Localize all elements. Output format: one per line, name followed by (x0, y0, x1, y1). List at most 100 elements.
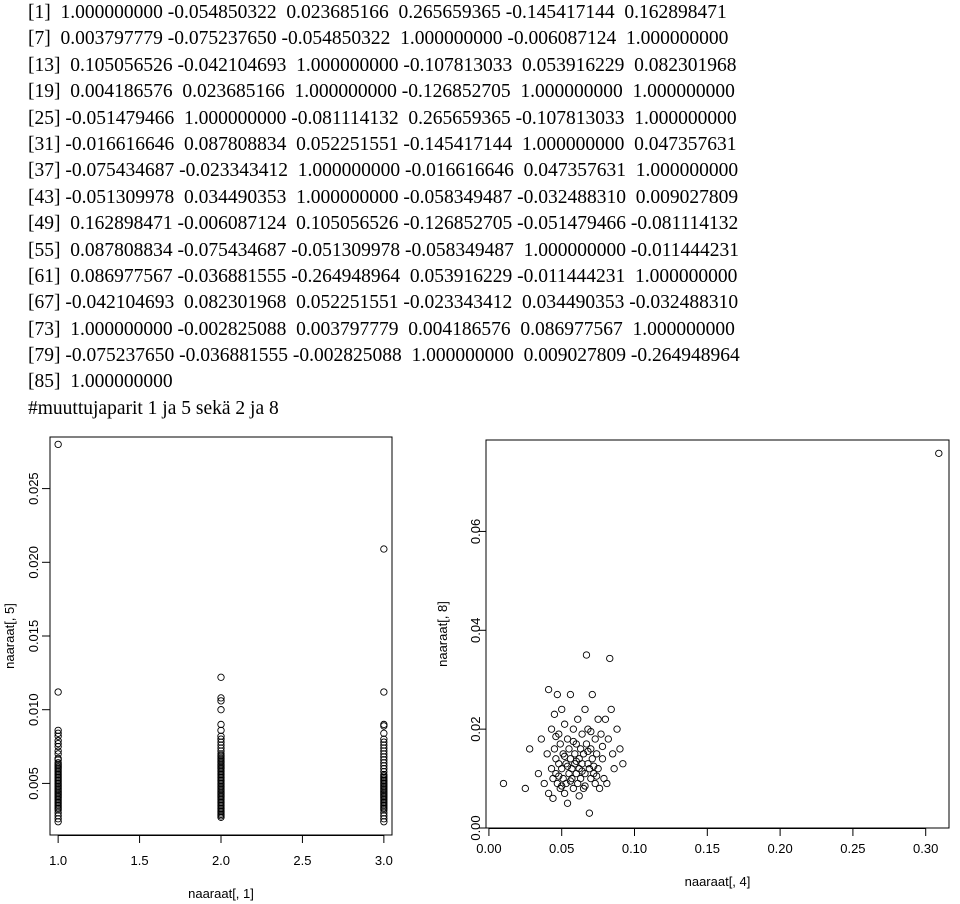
data-point (54, 726, 62, 734)
data-point (217, 813, 225, 821)
data-point (380, 806, 388, 814)
data-point (609, 750, 617, 758)
x-tick-label: 0.30 (913, 841, 938, 856)
y-tick-label: 0.00 (468, 815, 483, 840)
plot-frame (485, 439, 950, 829)
data-point (604, 735, 612, 743)
console-line: [73] 1.000000000 -0.002825088 0.00379777… (28, 318, 735, 340)
data-point (380, 750, 388, 758)
data-point (594, 765, 602, 773)
data-point (547, 765, 556, 773)
data-point (534, 769, 543, 778)
data-point (54, 729, 62, 737)
data-point (380, 720, 388, 729)
data-point (581, 705, 589, 714)
data-point (607, 705, 615, 714)
data-point (585, 809, 594, 817)
data-point (562, 779, 570, 788)
data-point (591, 779, 599, 788)
data-point (593, 772, 601, 780)
x-axis-title: naaraat[, 4] (685, 874, 751, 889)
data-point (54, 747, 62, 755)
data-point (572, 757, 580, 765)
data-point (380, 756, 388, 764)
data-point (217, 738, 225, 746)
data-point (581, 782, 589, 790)
plot-frame (49, 436, 393, 836)
console-line: [85] 1.000000000 (28, 371, 173, 393)
data-point (553, 690, 561, 699)
y-tick-label: 0.06 (468, 519, 483, 544)
data-point (603, 779, 611, 788)
data-point (54, 818, 62, 826)
x-tick-label: 0.25 (840, 841, 865, 856)
x-tick-label: 0.00 (476, 841, 501, 856)
data-point (544, 685, 553, 694)
data-point (565, 745, 573, 753)
data-point (217, 744, 225, 752)
console-line: [13] 0.105056526 -0.042104693 1.00000000… (28, 54, 737, 76)
data-point (555, 772, 563, 780)
data-point (566, 690, 575, 699)
data-point (558, 782, 566, 790)
data-point (380, 729, 388, 737)
console-line: [1] 1.000000000 -0.054850322 0.023685166… (28, 2, 727, 23)
data-point (550, 745, 559, 753)
y-tick-label: 0.020 (26, 546, 41, 579)
data-point (380, 688, 388, 696)
x-tick-label: 0.05 (549, 841, 574, 856)
console-line: [7] 0.003797779 -0.075237650 -0.05485032… (28, 28, 729, 50)
data-point (217, 694, 225, 702)
data-point (380, 762, 388, 770)
data-point (578, 767, 586, 775)
data-point (595, 784, 604, 793)
console-line: #muuttujaparit 1 ja 5 sekä 2 ja 8 (28, 397, 279, 419)
data-point (569, 725, 578, 733)
x-tick-label: 2.0 (212, 853, 230, 868)
data-point (582, 740, 591, 748)
y-tick-label: 0.025 (26, 472, 41, 505)
data-point (380, 722, 388, 730)
data-point (380, 753, 388, 761)
data-point (579, 750, 588, 758)
x-tick-label: 2.5 (293, 853, 311, 868)
data-point (576, 774, 585, 783)
data-point (566, 777, 575, 785)
data-point (217, 741, 225, 749)
data-point (526, 745, 534, 753)
console-line: [61] 0.086977567 -0.036881555 -0.2649489… (28, 265, 738, 287)
y-axis-title: naaraat[, 5] (2, 603, 17, 669)
data-point (380, 738, 388, 746)
data-point (380, 809, 388, 817)
data-point (588, 755, 596, 763)
data-point (54, 739, 62, 748)
data-point (598, 742, 607, 751)
data-point (54, 806, 62, 814)
data-point (217, 735, 225, 743)
data-point (54, 750, 62, 758)
data-point (217, 726, 225, 734)
data-point (380, 767, 388, 776)
console-line: [79] -0.075237650 -0.036881555 -0.002825… (28, 345, 740, 367)
data-point (380, 747, 388, 755)
console-line: [49] 0.162898471 -0.006087124 0.10505652… (28, 213, 739, 235)
data-point (54, 812, 62, 820)
console-line: [25] -0.051479466 1.000000000 -0.0811141… (28, 107, 737, 129)
data-point (610, 765, 618, 773)
scatter-plot-2: 0.00 0.05 0.10 0.15 0.20 0.25 0.30 0.00 0.02 0.04… (435, 439, 950, 889)
data-point (380, 818, 388, 826)
data-point (585, 765, 594, 773)
data-point (217, 673, 225, 681)
data-point (380, 744, 388, 752)
data-point (590, 762, 598, 770)
x-tick-label: 0.10 (622, 841, 647, 856)
data-point (558, 705, 566, 714)
console-line: [31] -0.016616646 0.087808834 0.05225155… (28, 133, 737, 155)
data-point (217, 732, 225, 740)
data-point (578, 730, 586, 738)
data-point (616, 745, 624, 753)
x-axis-title: naaraat[, 1] (188, 886, 254, 901)
y-tick-label: 0.02 (468, 716, 483, 741)
data-point (552, 732, 560, 741)
data-point (613, 725, 621, 733)
